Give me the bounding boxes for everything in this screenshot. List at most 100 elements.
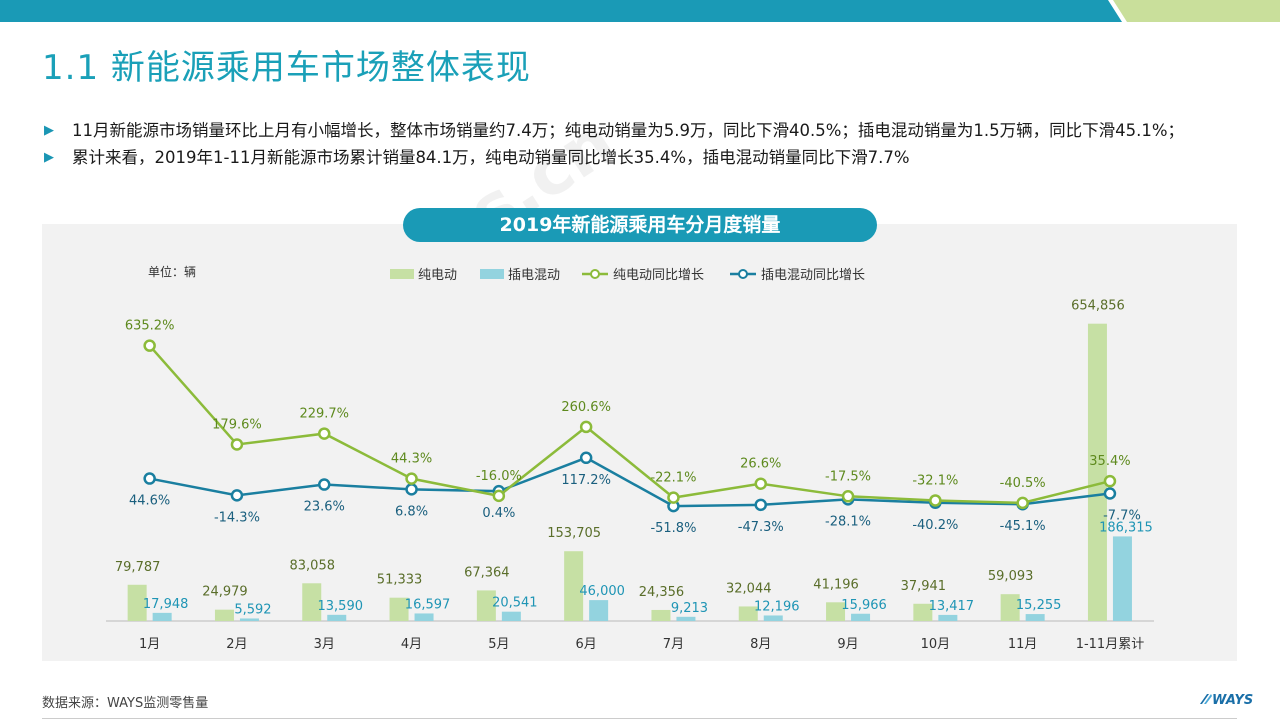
data-label-plugin-hybrid-growth: 117.2% [561,473,611,488]
legend-label: 插电混动同比增长 [761,268,865,283]
legend-label: 纯电动 [418,268,457,283]
data-label-pure-electric-growth: -16.0% [476,469,522,484]
plugin-hybrid-growth-line [149,456,1111,508]
bar-pure-electric [214,609,234,621]
bullet-text: 累计来看，2019年1-11月新能源市场累计销量84.1万，纯电动销量同比增长3… [72,148,910,167]
bar-pure-electric [127,584,147,621]
data-label-plugin-hybrid: 5,592 [234,602,271,617]
data-label-plugin-hybrid: 12,196 [754,599,800,614]
bar-plugin-hybrid [851,613,871,621]
ways-logo-icon [1200,694,1212,704]
data-label-pure-electric: 79,787 [115,560,161,575]
data-label-pure-electric-growth: 26.6% [740,457,781,472]
x-tick-label: 10月 [921,637,951,652]
data-label-pure-electric-growth: -32.1% [912,473,958,488]
top-banner [0,0,1280,22]
data-label-plugin-hybrid-growth: -40.2% [912,518,958,533]
legend-marker [738,269,748,279]
bar-pure-electric [913,603,933,621]
x-tick-label: 2月 [226,637,247,652]
source-note: 数据来源：WAYS监测零售量 [42,696,209,711]
x-tick-label: 3月 [314,637,335,652]
pure-electric-growth-marker [405,472,418,485]
bar-pure-electric [302,583,322,621]
pure-electric-growth-marker [492,489,506,503]
data-label-plugin-hybrid: 16,597 [405,597,451,612]
data-label-pure-electric: 153,705 [547,526,601,541]
legend-swatch [390,269,414,279]
triangle-right-icon: ▶ [44,123,54,138]
bar-plugin-hybrid [501,611,521,621]
bullet-list: ▶ 11月新能源市场销量环比上月有小幅增长，整体市场销量约7.4万；纯电动销量为… [44,117,1244,171]
x-tick-label: 11月 [1008,637,1038,652]
data-label-pure-electric-growth: 35.4% [1089,454,1130,469]
legend-marker [590,269,600,279]
data-label-plugin-hybrid: 13,417 [929,599,975,614]
data-label-pure-electric: 67,364 [464,565,510,580]
bar-plugin-hybrid [414,613,434,621]
data-label-plugin-hybrid-growth: -51.8% [650,521,696,536]
x-tick-label: 8月 [750,637,771,652]
x-tick-label: 6月 [576,637,597,652]
data-label-plugin-hybrid: 15,966 [841,598,887,613]
bar-pure-electric [1087,323,1107,621]
bar-pure-electric [564,551,584,621]
bullet-item: ▶ 11月新能源市场销量环比上月有小幅增长，整体市场销量约7.4万；纯电动销量为… [44,117,1244,144]
data-label-pure-electric-growth: -22.1% [650,471,696,486]
pure-electric-growth-marker [1016,496,1029,510]
bullet-text: 11月新能源市场销量环比上月有小幅增长，整体市场销量约7.4万；纯电动销量为5.… [72,121,1185,140]
plugin-hybrid-growth-marker [1103,487,1117,500]
data-label-plugin-hybrid: 17,948 [143,597,189,612]
bar-pure-electric [826,602,846,621]
plugin-hybrid-growth-marker [579,451,593,465]
pure-electric-growth-marker [667,491,680,504]
chart-title: 2019年新能源乘用车分月度销量 [403,208,877,242]
data-label-pure-electric: 654,856 [1071,299,1125,314]
pure-electric-growth-marker [1103,474,1117,488]
bar-plugin-hybrid [1112,536,1132,621]
plugin-hybrid-growth-marker [230,489,244,502]
pure-electric-growth-marker [318,427,331,440]
data-label-plugin-hybrid: 13,590 [318,599,364,614]
data-label-plugin-hybrid-growth: -28.1% [825,514,871,529]
bar-plugin-hybrid [938,614,958,621]
data-label-pure-electric: 37,941 [901,579,947,594]
pure-electric-growth-marker [754,477,767,490]
data-label-pure-electric-growth: 635.2% [125,319,175,334]
x-tick-label: 1月 [139,637,160,652]
data-label-plugin-hybrid: 20,541 [492,596,538,611]
data-label-pure-electric-growth: -17.5% [825,469,871,484]
x-tick-label: 1-11月累计 [1076,637,1145,652]
pure-electric-growth-marker [579,420,593,434]
legend-label: 插电混动 [508,268,560,283]
bar-plugin-hybrid [676,616,696,621]
divider [42,718,1237,719]
ways-logo: WAYS [1212,693,1254,708]
data-label-pure-electric-growth: -40.5% [1000,476,1046,491]
pure-electric-growth-marker [841,490,855,503]
x-tick-label: 4月 [401,637,422,652]
data-label-plugin-hybrid: 46,000 [579,584,625,599]
unit-label: 单位：辆 [148,264,196,279]
pure-electric-growth-line [148,344,1111,505]
data-label-plugin-hybrid-growth: 0.4% [482,506,515,521]
plugin-hybrid-growth-marker [754,498,767,512]
bar-plugin-hybrid [239,618,259,621]
data-label-plugin-hybrid-growth: -47.3% [738,520,784,535]
x-tick-label: 5月 [488,637,509,652]
data-label-plugin-hybrid-growth: -7.7% [1103,509,1141,524]
data-label-plugin-hybrid: 15,255 [1016,598,1062,613]
data-label-pure-electric-growth: 179.6% [212,417,262,432]
bar-pure-electric [476,590,496,621]
pure-electric-growth-marker [230,438,244,451]
data-label-plugin-hybrid-growth: 6.8% [395,504,428,519]
data-label-pure-electric: 51,333 [377,573,423,588]
bar-plugin-hybrid [1025,614,1045,621]
x-tick-label: 9月 [837,637,858,652]
data-label-pure-electric-growth: 44.3% [391,452,432,467]
plugin-hybrid-growth-marker [318,478,331,491]
data-label-pure-electric: 59,093 [988,569,1034,584]
data-label-pure-electric: 41,196 [813,577,859,592]
data-label-plugin-hybrid: 9,213 [671,601,708,616]
